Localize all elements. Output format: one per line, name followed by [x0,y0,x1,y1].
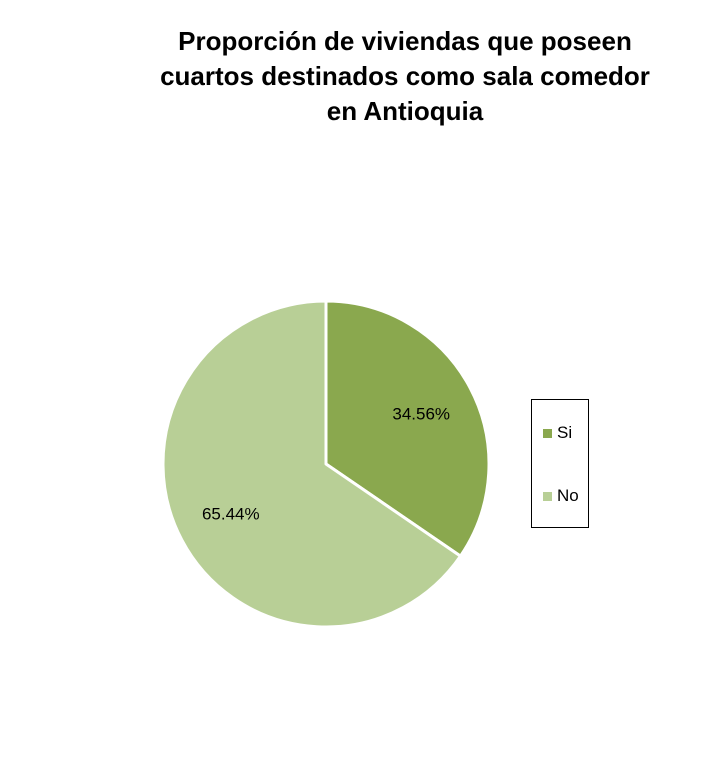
pie-slice-no [161,299,462,629]
chart-title: Proporción de viviendas que poseen cuart… [90,24,720,129]
legend-item-no: No [543,486,579,506]
legend-swatch-no [543,491,552,501]
pie-slice-si [324,299,491,558]
pie-label-si: 34.56% [392,404,450,423]
pie-label-no: 65.44% [202,505,260,524]
pie-labels: 34.56% 65.44% [202,404,450,523]
chart-title-line-3: en Antioquia [326,96,484,126]
chart-title-line-1: Proporción de viviendas que poseen [178,26,632,56]
legend-item-si: Si [543,423,572,443]
legend: Si No [531,399,589,528]
pie-slices [161,299,491,629]
legend-swatch-si [543,428,552,438]
chart-title-line-2: cuartos destinados como sala comedor [160,61,650,91]
legend-label-no: No [557,486,579,505]
legend-label-si: Si [557,423,573,442]
